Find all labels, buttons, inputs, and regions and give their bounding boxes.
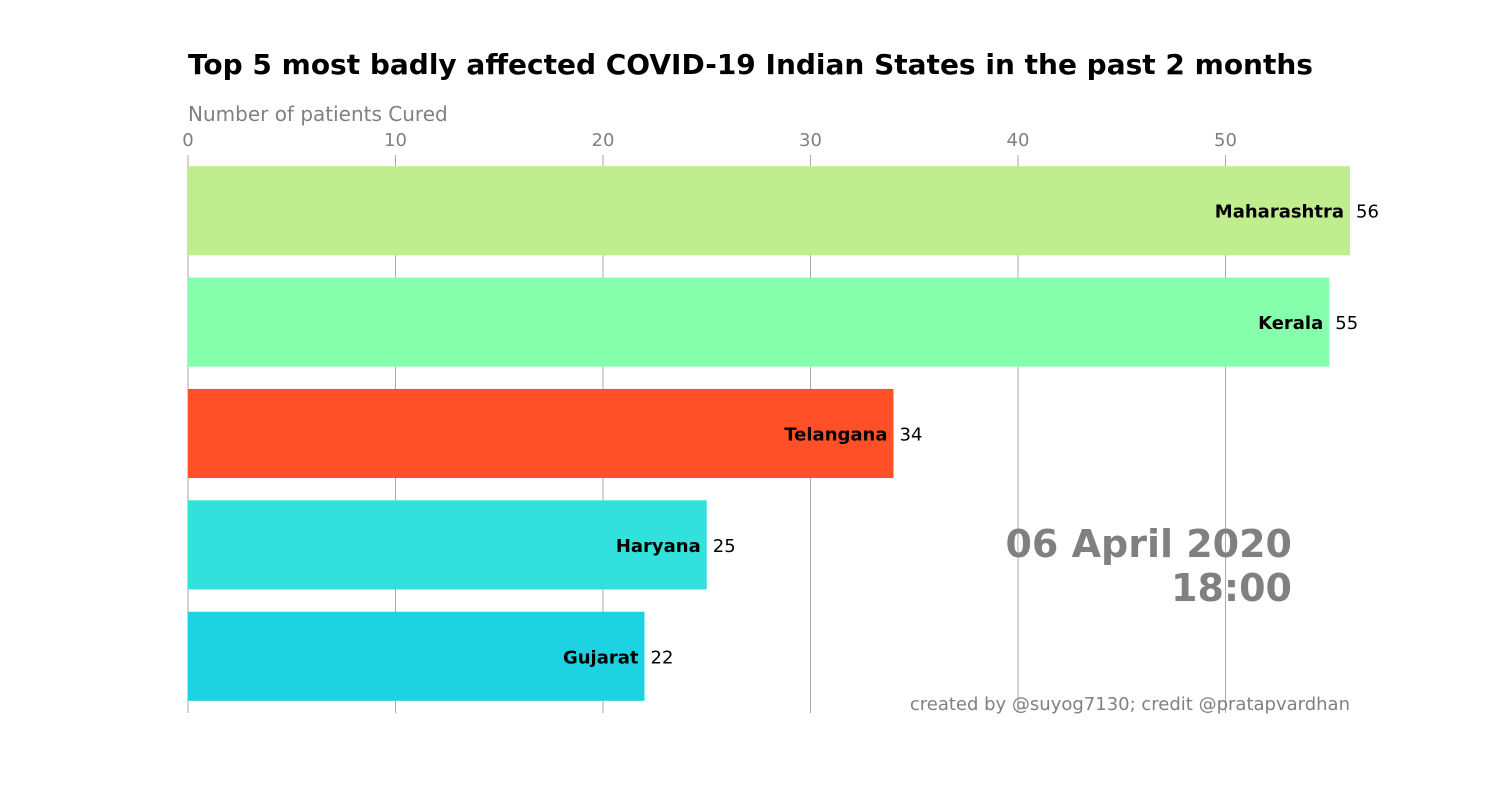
time-label: 18:00 bbox=[1171, 566, 1292, 610]
x-tick-label: 50 bbox=[1214, 130, 1237, 151]
bar-category-label: Kerala bbox=[1258, 313, 1323, 334]
bar-value-label: 34 bbox=[900, 425, 923, 446]
bar bbox=[188, 500, 707, 590]
bar bbox=[188, 388, 894, 479]
bar-category-label: Gujarat bbox=[563, 647, 639, 668]
bar-category-label: Maharashtra bbox=[1215, 202, 1344, 223]
bar bbox=[188, 611, 645, 701]
x-tick-label: 20 bbox=[592, 130, 615, 151]
x-tick-label: 10 bbox=[384, 130, 407, 151]
x-axis-label: Number of patients Cured bbox=[188, 102, 448, 126]
credit-text: created by @suyog7130; credit @pratapvar… bbox=[909, 694, 1350, 715]
bar-value-label: 56 bbox=[1356, 202, 1379, 223]
bar-value-label: 22 bbox=[651, 647, 674, 668]
chart-title: Top 5 most badly affected COVID-19 India… bbox=[188, 48, 1313, 81]
date-label: 06 April 2020 bbox=[1005, 522, 1292, 566]
bar-value-label: 55 bbox=[1335, 313, 1358, 334]
bars: Maharashtra 56 Kerala 55 Telangana 34 Haryana 2… bbox=[188, 166, 1379, 701]
x-tick-label: 30 bbox=[799, 130, 822, 151]
date-time-stamp: 06 April 2020 18:00 bbox=[1005, 522, 1292, 610]
bar bbox=[188, 166, 1350, 256]
x-tick-label: 40 bbox=[1007, 130, 1030, 151]
bar-category-label: Haryana bbox=[616, 536, 701, 557]
bar-value-label: 25 bbox=[713, 536, 736, 557]
bar-category-label: Telangana bbox=[784, 425, 887, 446]
bar bbox=[188, 277, 1330, 367]
x-tick-label: 0 bbox=[182, 130, 193, 151]
x-axis-ticks: 0 10 20 30 40 50 bbox=[182, 130, 1237, 151]
